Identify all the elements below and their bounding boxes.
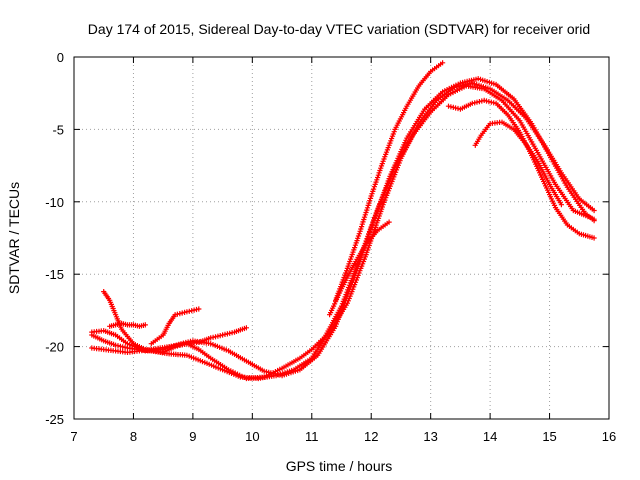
y-tick-label: -10: [45, 195, 64, 210]
x-tick-label: 10: [245, 429, 259, 444]
x-tick-label: 12: [364, 429, 378, 444]
series-markers: [107, 320, 148, 329]
chart-title: Day 174 of 2015, Sidereal Day-to-day VTE…: [88, 21, 590, 37]
series-markers: [333, 60, 446, 303]
x-tick-label: 15: [542, 429, 556, 444]
y-axis: 0 -5 -10 -15 -20 -25: [45, 50, 609, 427]
x-tick-label: 11: [305, 429, 319, 444]
series-track-9: [445, 97, 597, 241]
x-tick-label: 14: [483, 429, 497, 444]
plot-frame: [73, 56, 610, 420]
x-axis: 7 8 9 10 11 12 13 14 15 16: [70, 57, 616, 444]
series-markers: [445, 97, 597, 241]
series-track-8: [333, 60, 446, 303]
y-tick-label: -5: [52, 122, 64, 137]
y-tick-label: -15: [45, 267, 64, 282]
series-track-6: [148, 306, 202, 347]
x-tick-label: 9: [189, 429, 196, 444]
x-tick-label: 13: [423, 429, 437, 444]
x-axis-label: GPS time / hours: [286, 458, 393, 474]
y-tick-label: 0: [57, 50, 64, 65]
data-series: [89, 60, 597, 382]
series-track-2: [89, 83, 597, 382]
series-markers: [148, 306, 202, 347]
y-axis-label: SDTVAR / TECUs: [6, 182, 22, 294]
y-tick-label: -25: [45, 412, 64, 427]
series-markers: [472, 119, 564, 208]
series-track-10: [472, 119, 564, 208]
series-line: [91, 82, 595, 380]
series-track-5: [107, 320, 148, 329]
series-markers: [89, 83, 597, 382]
y-tick-label: -20: [45, 340, 64, 355]
x-tick-label: 7: [70, 429, 77, 444]
x-tick-label: 8: [130, 429, 137, 444]
grid-lines: [74, 57, 609, 419]
x-tick-label: 16: [602, 429, 616, 444]
